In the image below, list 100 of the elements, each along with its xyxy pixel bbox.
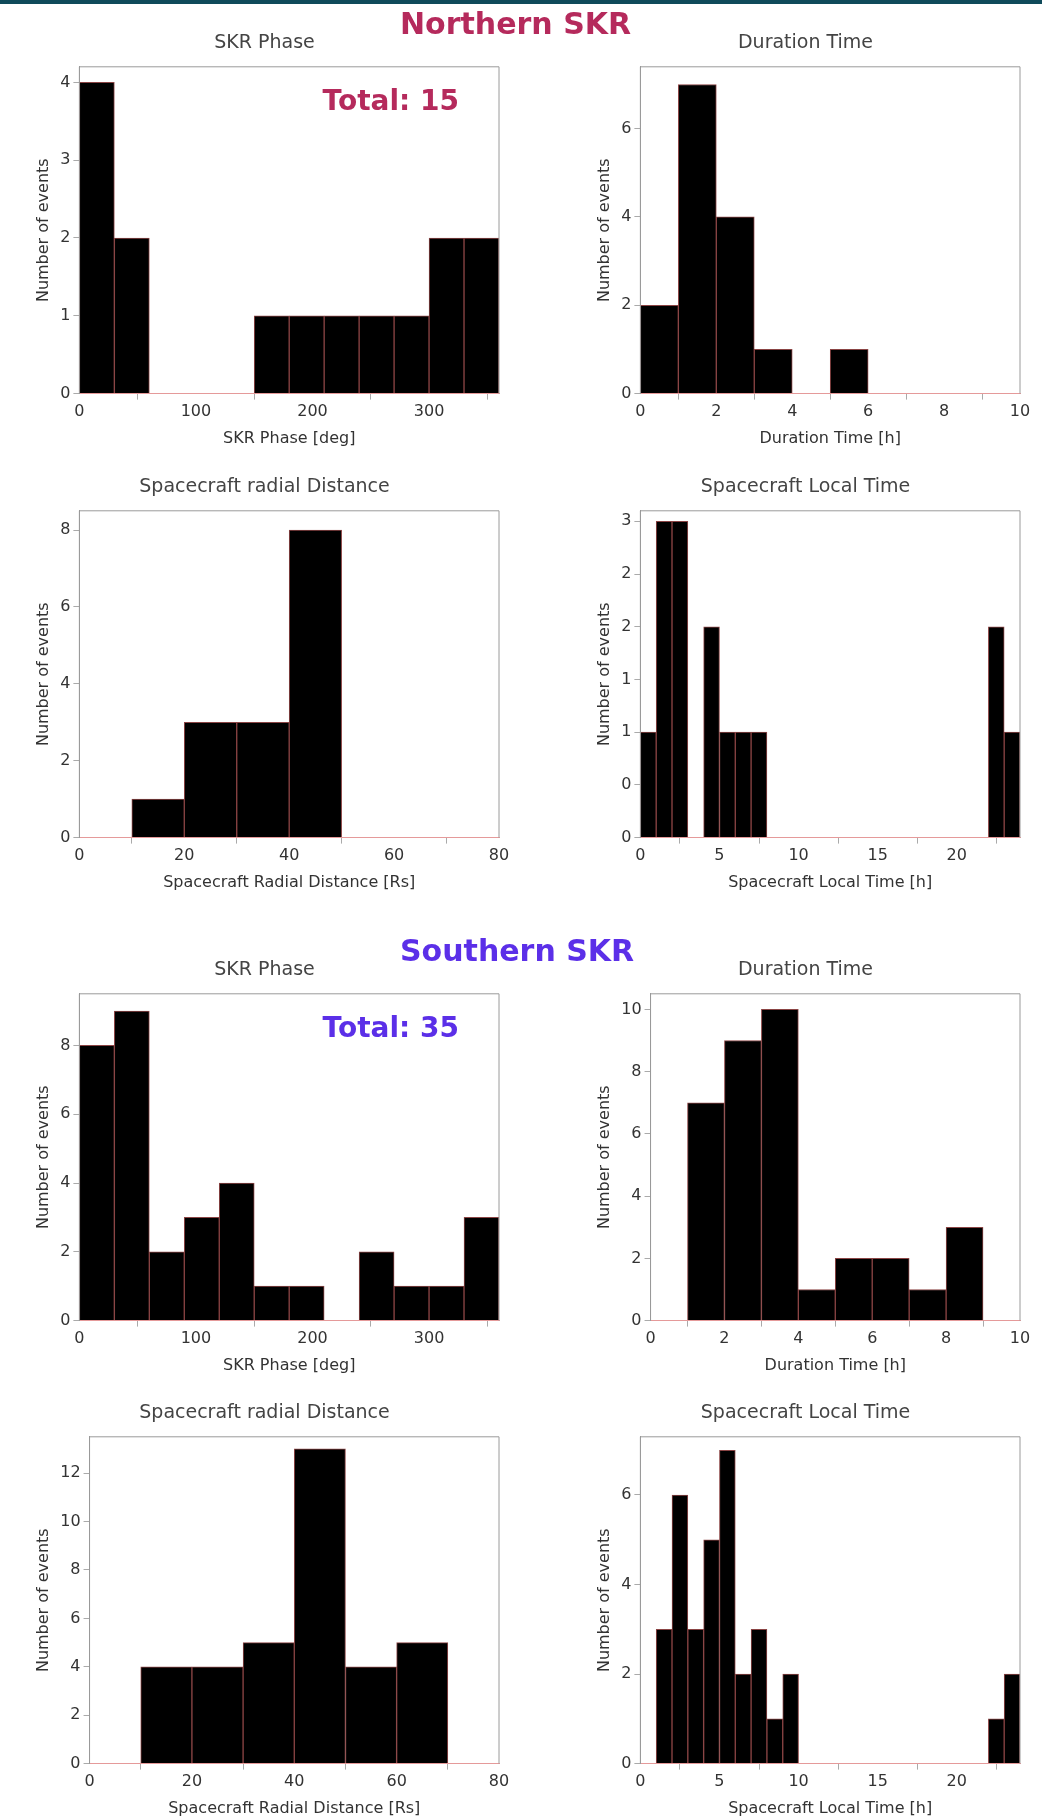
y-tick-label: 4 [621, 206, 632, 226]
text: Southern SKR [400, 933, 635, 968]
x-tick-label: 15 [867, 1771, 888, 1791]
y-tick-label: 0 [60, 382, 71, 402]
x-tick-label: 6 [863, 401, 874, 421]
y-tick-label: 4 [70, 1655, 81, 1675]
y-axis-title: Number of events [32, 602, 52, 747]
y-tick-label: 12 [60, 1462, 81, 1482]
y-tick-label: 0 [621, 382, 632, 402]
y-tick-label: 0 [631, 1309, 642, 1329]
x-tick-label: 10 [1009, 401, 1031, 421]
y-tick-label: 2 [621, 563, 632, 583]
x-tick-label: 200 [297, 1328, 328, 1348]
y-tick-label: 4 [60, 1172, 71, 1192]
x-tick-label: 20 [946, 845, 967, 865]
y-tick-label: 0 [60, 826, 71, 846]
y-tick-label: 4 [631, 1185, 642, 1205]
x-tick-label: 80 [488, 845, 510, 865]
y-tick-label: 2 [621, 294, 632, 314]
chart-title: SKR Phase [214, 30, 315, 53]
y-tick-label: 4 [60, 71, 71, 91]
y-tick-label: 2 [60, 1240, 71, 1260]
y-tick-label: 6 [621, 117, 632, 137]
x-tick-label: 20 [946, 1771, 967, 1791]
y-tick-label: 6 [621, 1484, 632, 1504]
y-tick-label: 2 [631, 1247, 642, 1267]
y-tick-label: 1 [621, 668, 632, 688]
x-tick-label: 300 [413, 1328, 445, 1348]
y-tick-label: 3 [60, 149, 71, 169]
x-tick-label: 10 [788, 845, 809, 865]
x-tick-label: 80 [488, 1771, 510, 1791]
chart-title: Spacecraft Local Time [700, 1400, 911, 1423]
x-tick-label: 40 [284, 1771, 305, 1791]
y-tick-label: 2 [621, 615, 632, 635]
x-axis-title: Duration Time [h] [764, 1354, 907, 1374]
chart-title: Spacecraft radial Distance [139, 1400, 390, 1423]
x-tick-label: 100 [180, 1328, 212, 1348]
x-tick-label: 60 [386, 1771, 407, 1791]
y-tick-label: 0 [621, 1752, 632, 1772]
chart-title: Duration Time [737, 957, 874, 980]
chart-title: Spacecraft Local Time [700, 474, 911, 497]
x-tick-label: 8 [941, 1328, 952, 1348]
x-tick-label: 2 [719, 1328, 730, 1348]
y-axis-title: Number of events [593, 1085, 613, 1230]
y-axis-title: Number of events [32, 158, 52, 303]
y-tick-label: 6 [70, 1607, 81, 1627]
y-tick-label: 2 [70, 1704, 81, 1724]
y-axis-title: Number of events [593, 602, 613, 747]
y-tick-label: 2 [60, 749, 71, 769]
y-tick-label: 8 [631, 1060, 642, 1080]
y-tick-label: 10 [621, 998, 642, 1018]
x-tick-label: 0 [84, 1771, 95, 1791]
y-tick-label: 6 [60, 1103, 71, 1123]
x-tick-label: 200 [297, 401, 328, 421]
y-axis-title: Number of events [593, 1528, 613, 1673]
y-tick-label: 8 [70, 1559, 81, 1579]
x-tick-label: 2 [711, 401, 722, 421]
x-axis-title: Spacecraft Local Time [h] [728, 871, 933, 891]
x-tick-label: 4 [787, 401, 798, 421]
chart-title: Spacecraft radial Distance [139, 474, 390, 497]
y-tick-label: 4 [621, 1573, 632, 1593]
x-tick-label: 10 [1009, 1328, 1031, 1348]
y-tick-label: 6 [60, 596, 71, 616]
x-tick-label: 15 [867, 845, 888, 865]
x-tick-label: 40 [279, 845, 300, 865]
y-axis-title: Number of events [32, 1528, 52, 1673]
x-tick-label: 8 [938, 401, 950, 421]
y-axis-title: Number of events [593, 158, 613, 303]
y-tick-label: 10 [60, 1510, 81, 1530]
y-tick-label: 4 [60, 672, 71, 692]
y-tick-label: 8 [60, 519, 71, 539]
y-axis-title: Number of events [32, 1085, 52, 1230]
x-tick-label: 10 [788, 1771, 809, 1791]
annotation: Total: 15 [322, 84, 459, 118]
y-tick-label: 0 [621, 826, 632, 846]
x-axis-title: SKR Phase [deg] [223, 427, 356, 447]
x-tick-label: 4 [793, 1328, 804, 1348]
x-tick-label: 100 [180, 401, 212, 421]
x-axis-title: Duration Time [h] [759, 427, 901, 447]
x-tick-label: 5 [714, 845, 725, 865]
x-axis-title: Spacecraft Local Time [h] [728, 1797, 933, 1817]
text: Northern SKR [400, 6, 632, 41]
x-tick-label: 60 [383, 845, 405, 865]
x-tick-label: 20 [181, 1771, 203, 1791]
y-tick-label: 0 [60, 1309, 71, 1329]
x-tick-label: 6 [867, 1328, 878, 1348]
x-axis-title: Spacecraft Radial Distance [Rs] [163, 871, 416, 891]
annotation: Total: 35 [322, 1011, 459, 1045]
y-tick-label: 1 [60, 304, 71, 324]
chart-title: SKR Phase [214, 957, 315, 980]
y-tick-label: 8 [60, 1034, 71, 1054]
y-tick-label: 2 [621, 1663, 632, 1683]
y-tick-label: 3 [621, 510, 632, 530]
y-tick-label: 1 [621, 721, 632, 741]
x-tick-label: 20 [174, 845, 195, 865]
y-tick-label: 6 [631, 1123, 642, 1143]
y-tick-label: 2 [60, 227, 71, 247]
y-tick-label: 0 [70, 1752, 81, 1772]
x-tick-label: 300 [413, 401, 445, 421]
x-tick-label: 5 [714, 1771, 725, 1791]
